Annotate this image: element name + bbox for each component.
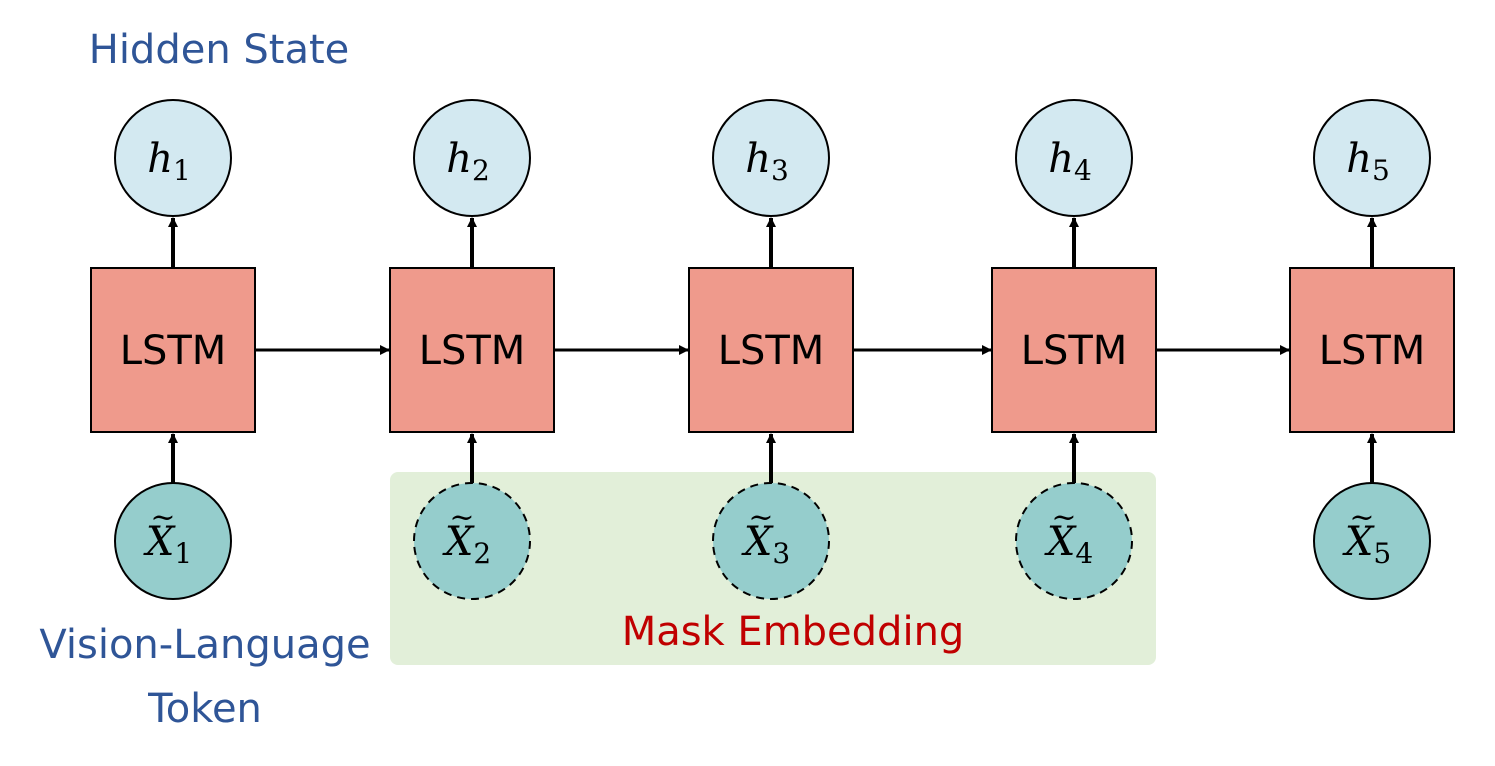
- hidden-state-symbol: h5: [1346, 136, 1390, 187]
- lstm-cell-label: LSTM: [718, 328, 825, 374]
- hidden-state-symbol-subscript: 4: [1074, 154, 1092, 187]
- hidden-state-symbol-subscript: 2: [472, 154, 490, 187]
- input-token-symbol-base: X: [741, 519, 774, 565]
- masked-input-token-node: [413, 482, 531, 600]
- hidden-state-node: [1015, 99, 1133, 217]
- hidden-state-symbol: h2: [446, 136, 490, 187]
- lstm-cell: [688, 267, 854, 433]
- lstm-cell-label: LSTM: [1021, 328, 1128, 374]
- hidden-state-node: [114, 99, 232, 217]
- input-token-symbol-subscript: 5: [1373, 537, 1391, 570]
- hidden-state-symbol-base: h: [745, 136, 771, 182]
- hidden-state-symbol: h3: [745, 136, 789, 187]
- hidden-state-symbol: h1: [147, 136, 191, 187]
- input-token-node: [1313, 482, 1431, 600]
- mask-embedding-label: Mask Embedding: [622, 609, 965, 655]
- input-token-symbol: X3: [741, 519, 790, 570]
- input-token-symbol: X2: [442, 519, 491, 570]
- input-token-symbol-subscript: 2: [473, 537, 491, 570]
- lstm-cell: [1289, 267, 1455, 433]
- input-token-symbol-subscript: 1: [174, 537, 192, 570]
- lstm-cell-label: LSTM: [1319, 328, 1426, 374]
- masked-input-token-node: [712, 482, 830, 600]
- hidden-state-symbol: h4: [1048, 136, 1092, 187]
- hidden-state-symbol-base: h: [147, 136, 173, 182]
- lstm-cell: [991, 267, 1157, 433]
- hidden-state-symbol-base: h: [1346, 136, 1372, 182]
- hidden-state-symbol-subscript: 5: [1372, 154, 1390, 187]
- lstm-cell: [90, 267, 256, 433]
- hidden-state-symbol-subscript: 3: [771, 154, 789, 187]
- hidden-state-node: [712, 99, 830, 217]
- input-token-symbol: X1: [143, 519, 192, 570]
- vision-language-token-label-line1: Vision-Language: [39, 622, 370, 668]
- input-token-symbol: X4: [1044, 519, 1093, 570]
- hidden-state-symbol-base: h: [1048, 136, 1074, 182]
- input-token-node: [114, 482, 232, 600]
- input-token-symbol-base: X: [442, 519, 475, 565]
- input-token-symbol-tilde: ~: [1051, 500, 1076, 535]
- input-token-symbol-tilde: ~: [150, 500, 175, 535]
- input-token-symbol-base: X: [1044, 519, 1077, 565]
- lstm-cell-label: LSTM: [419, 328, 526, 374]
- hidden-state-symbol-subscript: 1: [173, 154, 191, 187]
- input-token-symbol-base: X: [1342, 519, 1375, 565]
- input-token-symbol: X5: [1342, 519, 1391, 570]
- input-token-symbol-subscript: 4: [1075, 537, 1093, 570]
- input-token-symbol-tilde: ~: [1349, 500, 1374, 535]
- input-token-symbol-tilde: ~: [748, 500, 773, 535]
- lstm-cell: [389, 267, 555, 433]
- masked-input-token-node: [1015, 482, 1133, 600]
- vision-language-token-label-line2: Token: [147, 686, 262, 732]
- hidden-state-symbol-base: h: [446, 136, 472, 182]
- input-token-symbol-subscript: 3: [772, 537, 790, 570]
- hidden-state-node: [413, 99, 531, 217]
- hidden-state-node: [1313, 99, 1431, 217]
- hidden-state-label: Hidden State: [89, 27, 350, 73]
- input-token-symbol-base: X: [143, 519, 176, 565]
- lstm-cell-label: LSTM: [120, 328, 227, 374]
- input-token-symbol-tilde: ~: [449, 500, 474, 535]
